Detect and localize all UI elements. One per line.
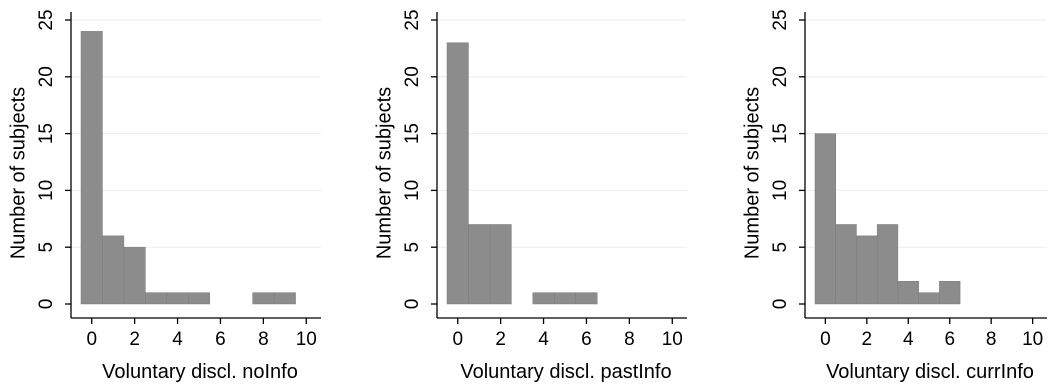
histogram-bar	[876, 224, 899, 305]
histogram-bar	[446, 42, 469, 305]
x-tick-label: 6	[944, 329, 955, 350]
histogram-bar	[102, 235, 125, 305]
y-tick-label: 20	[770, 66, 791, 87]
chart-panel-2: 0 5 10 15 20 25 0 2 4 6 8 10 Voluntary discl. pastIn…	[373, 9, 687, 383]
histogram-bar	[80, 31, 103, 305]
histogram-bar	[939, 281, 961, 305]
histogram-bar	[897, 281, 919, 305]
y-tick-label: 25	[402, 9, 423, 30]
y-tick-label: 15	[402, 123, 423, 144]
x-tick-label: 0	[820, 329, 831, 350]
y-tick-label: 5	[402, 242, 423, 253]
y-tick-label: 10	[770, 180, 791, 201]
x-tick-label: 4	[172, 329, 183, 350]
x-tick-label: 0	[452, 329, 463, 350]
y-tick-label: 0	[36, 299, 57, 310]
x-tick-label: 8	[624, 329, 635, 350]
y-axis-title: Number of subjects	[741, 87, 763, 259]
y-tick-label: 20	[402, 66, 423, 87]
x-axis-title: Voluntary discl. currInfo	[826, 361, 1034, 383]
histogram-bar	[532, 292, 555, 305]
x-axis-title: Voluntary discl. pastInfo	[460, 361, 671, 383]
histogram-bar	[273, 292, 296, 305]
y-tick-label: 0	[770, 299, 791, 310]
histogram-bar	[188, 292, 210, 305]
x-tick-label: 6	[581, 329, 592, 350]
y-tick-label: 0	[402, 299, 423, 310]
histogram-bar	[814, 133, 836, 305]
x-tick-label: 2	[862, 329, 873, 350]
x-tick-label: 2	[129, 329, 140, 350]
y-axis-title: Number of subjects	[7, 87, 29, 259]
y-tick-label: 5	[770, 242, 791, 253]
histogram-bar	[252, 292, 275, 305]
histogram-bar	[575, 292, 598, 305]
histogram-bar	[123, 246, 146, 305]
y-tick-label: 25	[770, 9, 791, 30]
histogram-bar	[918, 292, 940, 305]
histogram-bar	[489, 224, 512, 305]
histogram-bar	[554, 292, 576, 305]
histogram-bar	[856, 235, 878, 305]
y-tick-label: 10	[402, 180, 423, 201]
histogram-bar	[166, 292, 189, 305]
y-tick-label: 15	[770, 123, 791, 144]
x-tick-label: 0	[86, 329, 97, 350]
y-axis-title: Number of subjects	[373, 87, 395, 259]
chart-panel-3: 0 5 10 15 20 25 0 2 4 6 8 10 Voluntary discl. currIn…	[741, 9, 1047, 383]
chart-panel-1: 0 5 10 15 20 25 0 2 4 6 8 10 Voluntary discl. noInfo…	[7, 9, 321, 383]
y-tick-label: 10	[36, 180, 57, 201]
histogram-bar	[835, 224, 857, 305]
y-tick-label: 5	[36, 242, 57, 253]
histogram-bar	[145, 292, 168, 305]
x-tick-label: 8	[986, 329, 997, 350]
x-axis-title: Voluntary discl. noInfo	[102, 361, 298, 383]
x-tick-label: 2	[495, 329, 506, 350]
x-tick-label: 4	[903, 329, 914, 350]
y-tick-label: 25	[36, 9, 57, 30]
y-tick-label: 20	[36, 66, 57, 87]
x-tick-label: 4	[538, 329, 549, 350]
x-tick-label: 6	[215, 329, 226, 350]
y-tick-label: 15	[36, 123, 57, 144]
histogram-bar	[468, 224, 491, 305]
x-tick-label: 10	[1022, 329, 1043, 350]
x-tick-label: 8	[258, 329, 269, 350]
x-tick-label: 10	[296, 329, 317, 350]
x-tick-label: 10	[662, 329, 683, 350]
